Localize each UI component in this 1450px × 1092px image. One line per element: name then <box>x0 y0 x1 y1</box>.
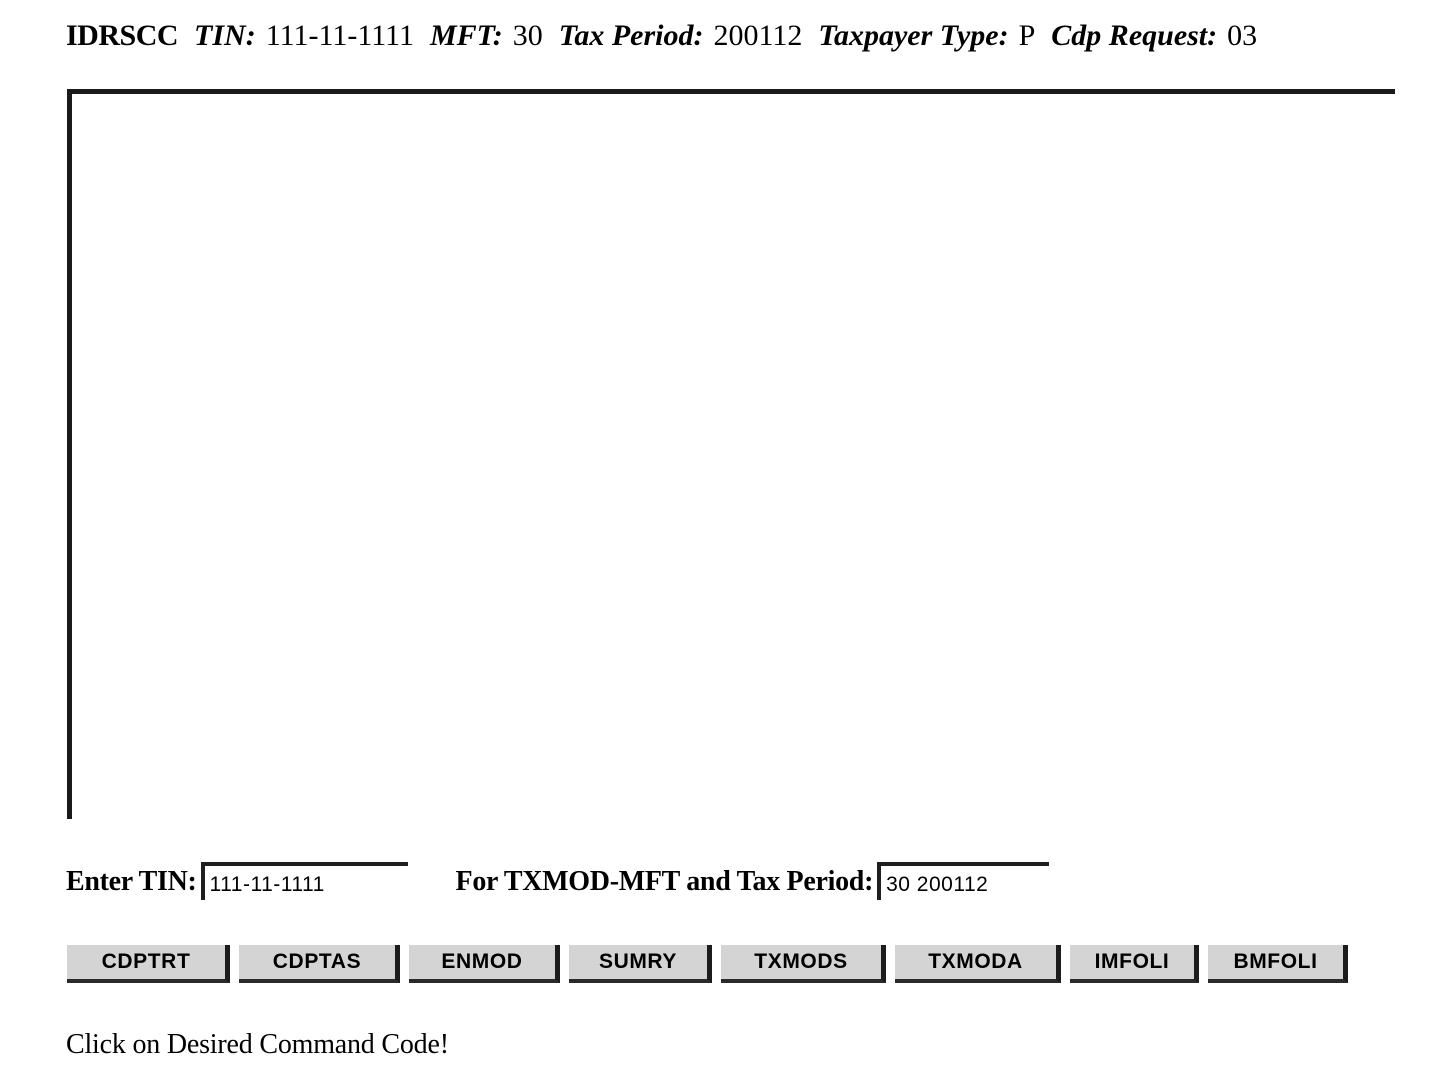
mft-tax-period-input[interactable] <box>877 862 1050 900</box>
tin-label: TIN: <box>194 19 256 52</box>
command-button-txmoda[interactable]: TXMODA <box>895 945 1061 983</box>
command-button-enmod[interactable]: ENMOD <box>409 945 560 983</box>
tax-period-value: 200112 <box>713 19 803 52</box>
command-button-imfoli[interactable]: IMFOLI <box>1070 945 1199 983</box>
tin-value: 111-11-1111 <box>265 19 414 52</box>
command-code-button-bar: CDPTRT CDPTAS ENMOD SUMRY TXMODS TXMODA IMFOLI… <box>67 945 1387 987</box>
terminal-display-area[interactable] <box>67 89 1395 819</box>
taxpayer-type-value: P <box>1018 19 1036 52</box>
command-button-txmods[interactable]: TXMODS <box>721 945 886 983</box>
taxpayer-type-label: Taxpayer Type: <box>818 19 1009 52</box>
enter-tin-label: Enter TIN: <box>66 866 197 897</box>
command-button-cdptrt[interactable]: CDPTRT <box>67 945 230 983</box>
mft-label: MFT: <box>430 19 503 52</box>
txmod-mft-label: For TXMOD-MFT and Tax Period: <box>455 866 874 897</box>
mft-value: 30 <box>512 19 543 52</box>
tax-period-label: Tax Period: <box>558 19 704 52</box>
page-header: IDRSCC TIN: 111-11-1111 MFT: 30 Tax Period: 20… <box>66 18 1257 54</box>
tin-entry-row: Enter TIN: For TXMOD-MFT and Tax Period: <box>66 862 1386 906</box>
instruction-text: Click on Desired Command Code! <box>66 1029 449 1060</box>
command-button-bmfoli[interactable]: BMFOLI <box>1208 945 1348 983</box>
app-title: IDRSCC <box>66 19 179 52</box>
cdp-request-value: 03 <box>1227 19 1258 52</box>
cdp-request-label: Cdp Request: <box>1051 19 1218 52</box>
command-button-cdptas[interactable]: CDPTAS <box>239 945 400 983</box>
command-button-sumry[interactable]: SUMRY <box>569 945 712 983</box>
tin-input[interactable] <box>200 862 408 900</box>
